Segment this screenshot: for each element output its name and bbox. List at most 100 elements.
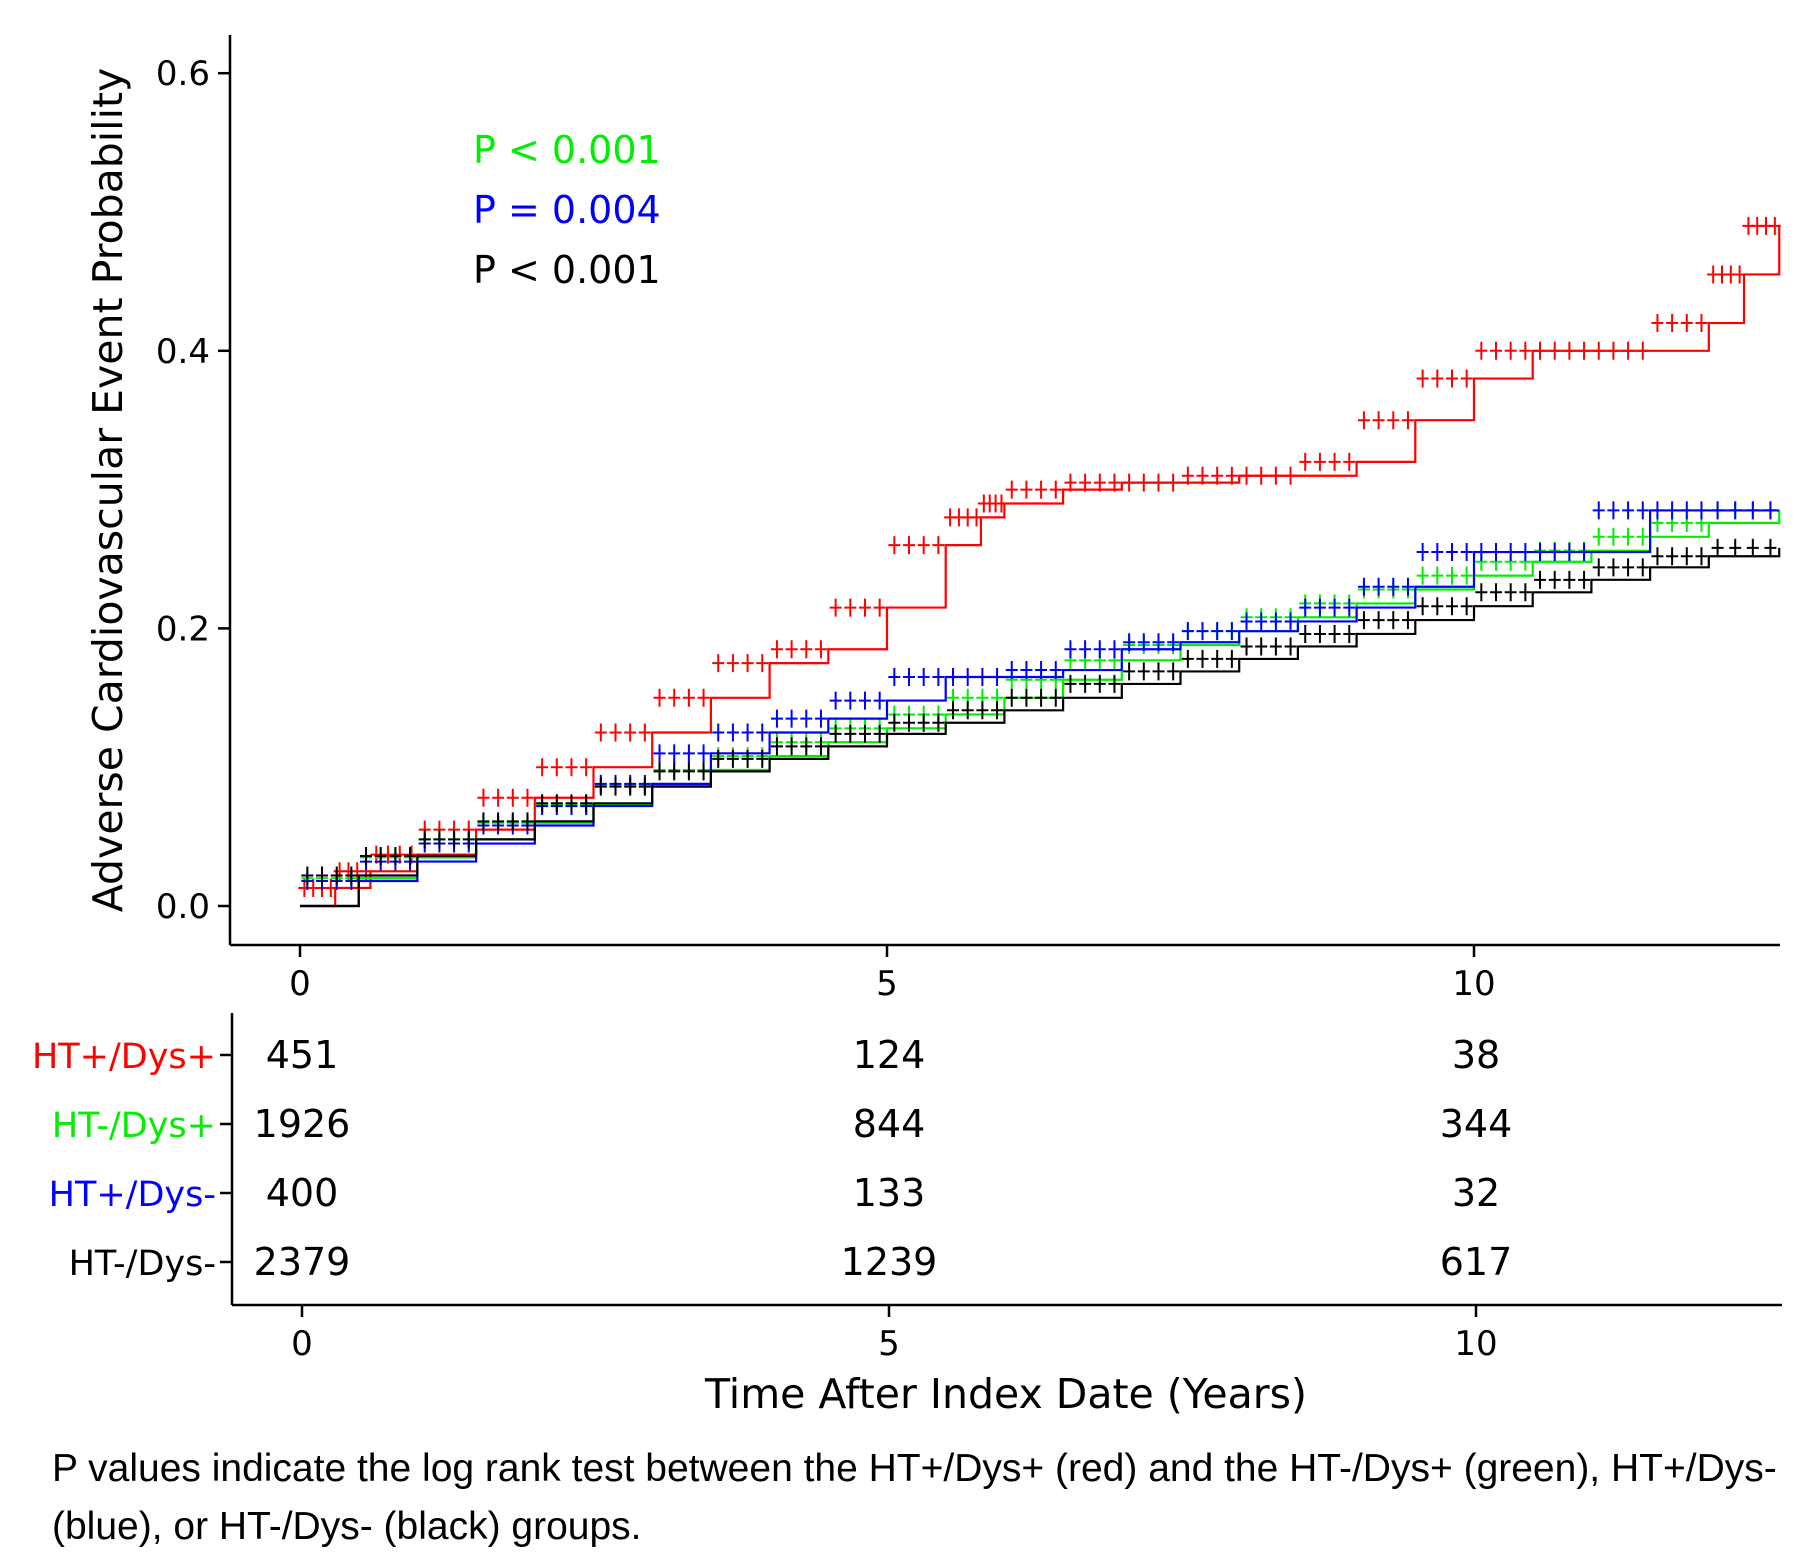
censor-mark — [712, 654, 725, 673]
censor-mark — [1005, 688, 1018, 707]
censor-mark — [624, 777, 637, 796]
censor-mark — [1695, 547, 1708, 566]
censor-mark — [976, 701, 989, 720]
y-tick-label: 0.4 — [156, 332, 210, 372]
censor-mark — [1729, 501, 1742, 520]
censor-mark — [682, 688, 695, 707]
censor-mark — [1343, 452, 1356, 471]
censor-mark — [1020, 688, 1033, 707]
censor-mark — [1416, 566, 1429, 585]
censor-mark — [536, 758, 549, 777]
censor-mark — [1680, 501, 1693, 520]
censor-mark — [1152, 633, 1165, 652]
censor-mark — [1064, 473, 1077, 492]
censor-mark — [970, 508, 983, 527]
censor-mark — [1607, 527, 1620, 546]
censor-mark — [1460, 543, 1473, 562]
x-tick-label: 5 — [876, 964, 898, 1004]
risk-count: 2379 — [254, 1240, 351, 1284]
censor-mark — [1764, 538, 1777, 557]
censor-mark — [1578, 570, 1591, 589]
censor-mark — [1299, 598, 1312, 617]
censor-mark — [1592, 527, 1605, 546]
censor-mark — [1534, 341, 1547, 360]
censor-mark — [932, 667, 945, 686]
series-line — [300, 547, 1781, 908]
risk-x-tick-label: 5 — [878, 1324, 900, 1364]
censor-mark — [1108, 473, 1121, 492]
censor-mark — [1372, 611, 1385, 630]
censor-mark — [873, 724, 886, 743]
censor-mark — [1255, 637, 1268, 656]
censor-mark — [932, 713, 945, 732]
censor-mark — [1211, 466, 1224, 485]
censor-mark — [741, 723, 754, 742]
censor-mark — [1592, 558, 1605, 577]
censor-mark — [382, 845, 395, 864]
censor-mark — [1401, 611, 1414, 630]
censor-mark — [668, 688, 681, 707]
risk-count: 451 — [266, 1033, 339, 1077]
censor-mark — [1768, 216, 1781, 235]
censor-mark — [844, 724, 857, 743]
censor-mark — [1343, 624, 1356, 643]
censor-mark — [1211, 622, 1224, 641]
censor-mark — [565, 794, 578, 813]
censor-mark — [1490, 341, 1503, 360]
censor-mark — [1269, 637, 1282, 656]
censor-mark — [1475, 341, 1488, 360]
censor-mark — [1123, 473, 1136, 492]
censor-mark — [1299, 452, 1312, 471]
censor-mark — [917, 667, 930, 686]
censor-mark — [1372, 577, 1385, 596]
censor-mark — [1431, 566, 1444, 585]
censor-mark — [1137, 633, 1150, 652]
censor-mark — [1622, 558, 1635, 577]
censor-mark — [1636, 527, 1649, 546]
censor-mark — [1504, 543, 1517, 562]
censor-mark — [932, 536, 945, 555]
censor-mark — [726, 723, 739, 742]
censor-mark — [1431, 543, 1444, 562]
risk-count: 844 — [853, 1102, 926, 1146]
censor-mark — [1746, 501, 1759, 520]
censor-mark — [594, 777, 607, 796]
censor-mark — [1167, 473, 1180, 492]
censor-mark — [1711, 538, 1724, 557]
censor-mark — [1225, 649, 1238, 668]
censor-mark — [1607, 558, 1620, 577]
censor-mark — [917, 713, 930, 732]
censor-mark — [1387, 611, 1400, 630]
censor-mark — [1387, 411, 1400, 430]
censor-mark — [844, 598, 857, 617]
p-value-label: P < 0.001 — [473, 128, 661, 172]
censor-mark — [550, 794, 563, 813]
censor-mark — [1357, 577, 1370, 596]
censor-mark — [697, 688, 710, 707]
risk-table: HT+/Dys+ 451 124 38 HT-/Dys+ 1926 844 344 HT+/Dy… — [32, 1013, 1782, 1418]
censor-mark — [1666, 547, 1679, 566]
censor-mark — [448, 830, 461, 849]
censor-mark — [1035, 688, 1048, 707]
censor-mark — [756, 723, 769, 742]
censor-mark — [1284, 637, 1297, 656]
censor-mark — [638, 777, 651, 796]
censor-mark — [1313, 452, 1326, 471]
censor-mark — [1284, 466, 1297, 485]
censor-mark — [1005, 480, 1018, 499]
censor-mark — [873, 691, 886, 710]
km-chart: 0.0 0.2 0.4 0.6 0 5 10 Adverse Cardiovascular E… — [32, 35, 1782, 1418]
x-axis-title: Time After Index Date (Years) — [704, 1370, 1307, 1418]
censor-mark — [814, 640, 827, 659]
censor-mark — [1196, 466, 1209, 485]
censor-mark — [770, 640, 783, 659]
censor-mark — [1401, 577, 1414, 596]
censor-mark — [1680, 314, 1693, 333]
censor-mark — [1328, 624, 1341, 643]
risk-group-label: HT-/Dys- — [69, 1244, 216, 1284]
censor-mark — [1592, 341, 1605, 360]
figure-caption: P values indicate the log rank test betw… — [52, 1447, 1777, 1548]
censor-mark — [316, 866, 329, 885]
censor-mark — [653, 744, 666, 763]
censor-mark — [770, 709, 783, 728]
